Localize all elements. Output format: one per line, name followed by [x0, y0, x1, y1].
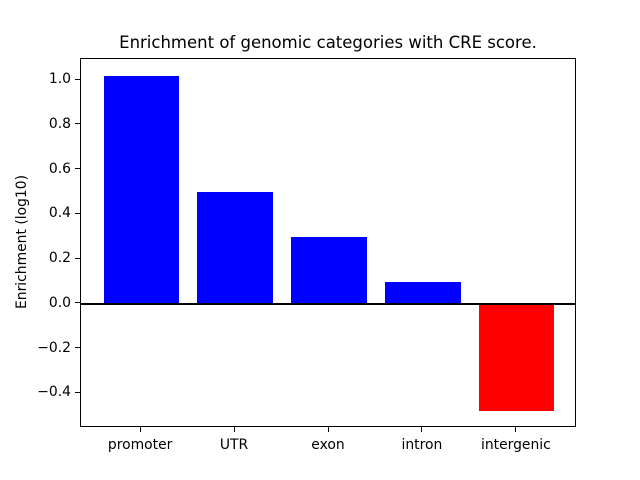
y-tick-mark	[75, 78, 80, 80]
y-tick-mark	[75, 168, 80, 170]
y-tick-mark	[75, 302, 80, 304]
x-tick-label-intron: intron	[401, 437, 443, 453]
y-tick-label: 0.8	[48, 115, 71, 132]
x-tick-mark	[515, 427, 517, 432]
bar-exon	[291, 236, 367, 304]
bar-intron	[385, 281, 461, 304]
x-tick-label-intergenic: intergenic	[480, 437, 551, 453]
y-tick-label: 0.6	[48, 160, 71, 177]
y-tick-label: 0.0	[48, 294, 71, 311]
bar-promoter	[103, 75, 179, 304]
x-tick-label-UTR: UTR	[219, 437, 249, 453]
x-tick-label-promoter: promoter	[107, 437, 173, 453]
plot-area	[80, 58, 576, 427]
y-axis-label: Enrichment (log10)	[14, 174, 30, 310]
bar-intergenic	[479, 303, 555, 412]
zero-line	[81, 302, 575, 305]
x-tick-mark	[233, 427, 235, 432]
x-tick-label-exon: exon	[311, 437, 345, 453]
y-tick-label: −0.4	[37, 384, 71, 401]
bar-UTR	[197, 192, 273, 304]
y-tick-mark	[75, 123, 80, 125]
y-tick-label: 0.2	[48, 250, 71, 267]
y-tick-label: 0.4	[48, 205, 71, 222]
x-tick-mark	[139, 427, 141, 432]
y-tick-mark	[75, 257, 80, 259]
x-tick-mark	[421, 427, 423, 432]
y-tick-mark	[75, 212, 80, 214]
x-tick-mark	[327, 427, 329, 432]
y-tick-mark	[75, 391, 80, 393]
y-tick-mark	[75, 347, 80, 349]
y-tick-label: −0.2	[37, 339, 71, 356]
chart-title: Enrichment of genomic categories with CR…	[119, 33, 537, 52]
y-tick-label: 1.0	[48, 71, 71, 88]
